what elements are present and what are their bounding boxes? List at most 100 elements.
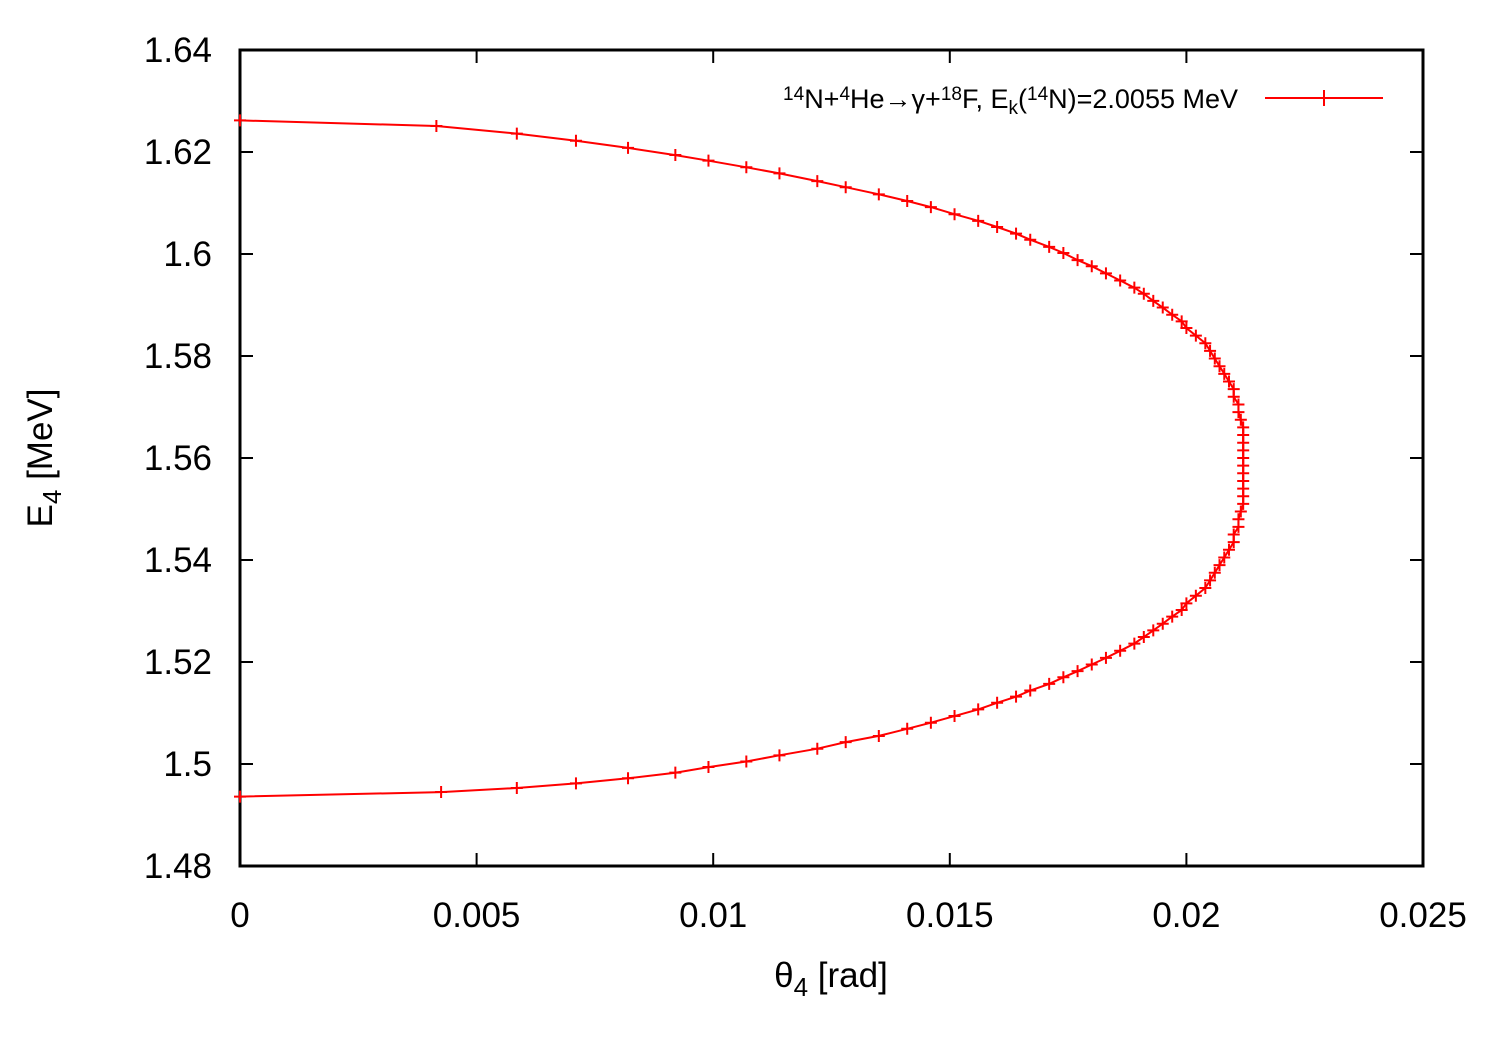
y-tick-label: 1.54 <box>144 541 212 580</box>
y-tick-label: 1.64 <box>144 31 212 70</box>
data-point-marker <box>669 766 682 779</box>
data-point-marker <box>1213 559 1226 572</box>
legend-label-part: N)=2.0055 MeV <box>1048 84 1238 114</box>
x-tick-label: 0.025 <box>1379 896 1467 935</box>
data-point-marker <box>622 772 635 785</box>
data-point-marker <box>1218 367 1231 380</box>
data-point-marker <box>510 781 523 794</box>
x-tick-label: 0.015 <box>906 896 994 935</box>
legend-label-part: 14 <box>783 84 805 105</box>
data-point-marker <box>1071 254 1084 267</box>
legend-label-part: F, E <box>962 84 1009 114</box>
x-axis-title-symbol: θ <box>774 956 793 995</box>
x-tick-labels: 0 0.005 0.01 0.015 0.02 0.025 <box>230 896 1467 935</box>
data-point-marker <box>948 710 961 723</box>
data-point-marker <box>1010 227 1023 240</box>
y-tick-label: 1.48 <box>144 847 212 886</box>
data-point-marker <box>1199 337 1212 350</box>
data-point-marker <box>1071 665 1084 678</box>
legend-label-part: 4 <box>839 84 850 105</box>
data-point-marker <box>740 161 753 174</box>
data-point-marker <box>1024 233 1037 246</box>
data-point-marker <box>872 729 885 742</box>
data-point-marker <box>1099 651 1112 664</box>
data-point-marker <box>569 134 582 147</box>
data-point-marker <box>1024 684 1037 697</box>
y-axis-title-symbol: E <box>21 504 60 527</box>
data-point-marker <box>702 761 715 774</box>
legend-label-part: N+ <box>804 84 839 114</box>
data-point-marker <box>1010 690 1023 703</box>
data-point-marker <box>430 119 443 132</box>
data-point-marker <box>1222 375 1235 388</box>
data-point-marker <box>1180 321 1193 334</box>
data-point-marker <box>1085 658 1098 671</box>
data-point-marker <box>1175 315 1188 328</box>
data-point-marker <box>1234 505 1247 518</box>
y-tick-label: 1.56 <box>144 439 212 478</box>
y-tick-label: 1.62 <box>144 133 212 172</box>
data-point-marker <box>991 220 1004 233</box>
data-point-marker <box>773 749 786 762</box>
data-point-marker <box>901 722 914 735</box>
data-point-marker <box>1227 536 1240 549</box>
data-point-marker <box>839 181 852 194</box>
data-point-marker <box>1147 624 1160 637</box>
data-point-marker <box>1043 677 1056 690</box>
data-point-marker <box>1114 644 1127 657</box>
data-point-marker <box>669 149 682 162</box>
legend: 14N+4He→γ+18F, Ek(14N)=2.0055 MeV <box>783 84 1383 119</box>
x-axis-title-subscript: 4 <box>794 972 808 1002</box>
data-point-marker <box>811 175 824 188</box>
data-point-marker <box>1237 497 1250 510</box>
y-axis-title-unit: [MeV] <box>21 389 60 490</box>
y-tick-label: 1.58 <box>144 337 212 376</box>
data-point-marker <box>901 194 914 207</box>
data-point-marker <box>924 201 937 214</box>
data-point-marker <box>1222 543 1235 556</box>
x-tick-label: 0 <box>230 896 249 935</box>
data-point-marker <box>991 696 1004 709</box>
data-point-marker <box>1156 301 1169 314</box>
data-point-marker <box>1175 603 1188 616</box>
data-point-marker <box>1218 551 1231 564</box>
legend-label-part: ( <box>1018 84 1027 114</box>
data-point-marker <box>1166 308 1179 321</box>
data-point-marker <box>1057 671 1070 684</box>
data-point-marker <box>1137 631 1150 644</box>
y-axis-title: E4 [MeV] <box>21 389 67 528</box>
data-point-marker <box>1156 617 1169 630</box>
y-tick-label: 1.5 <box>163 745 212 784</box>
data-point-marker <box>1189 329 1202 342</box>
series-line <box>239 119 1245 798</box>
data-point-marker <box>234 790 246 803</box>
data-point-marker <box>972 703 985 716</box>
legend-label: 14N+4He→γ+18F, Ek(14N)=2.0055 MeV <box>783 84 1238 119</box>
data-point-marker <box>569 777 582 790</box>
data-point-marker <box>1085 260 1098 273</box>
x-tick-label: 0.02 <box>1152 896 1220 935</box>
data-point-marker <box>1043 240 1056 253</box>
data-point-marker <box>234 114 246 127</box>
data-point-marker <box>1057 246 1070 259</box>
data-point-marker <box>1232 520 1245 533</box>
data-point-marker <box>773 167 786 180</box>
data-point-marker <box>1213 360 1226 373</box>
data-point-marker <box>1180 597 1193 610</box>
data-point-marker <box>1147 294 1160 307</box>
y-axis-title-subscript: 4 <box>37 490 67 504</box>
data-point-marker <box>1114 274 1127 287</box>
legend-label-part: 18 <box>941 84 962 105</box>
data-point-marker <box>1199 582 1212 595</box>
x-tick-label: 0.005 <box>433 896 521 935</box>
x-tick-label: 0.01 <box>679 896 747 935</box>
y-tick-labels: 1.48 1.5 1.52 1.54 1.56 1.58 1.6 1.62 1.64 <box>144 31 212 886</box>
legend-label-part: k <box>1009 98 1019 119</box>
data-point-marker <box>622 141 635 154</box>
data-point-marker <box>839 736 852 749</box>
data-point-marker <box>740 755 753 768</box>
data-point-marker <box>924 716 937 729</box>
y-tick-label: 1.52 <box>144 643 212 682</box>
data-point-marker <box>1204 344 1217 357</box>
legend-marker-sample <box>1316 90 1332 106</box>
